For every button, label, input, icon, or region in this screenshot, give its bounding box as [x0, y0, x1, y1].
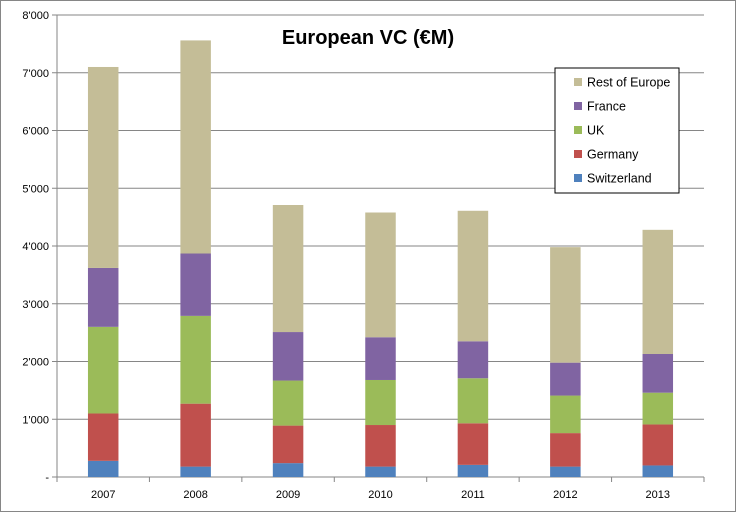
- bar-rest-of-europe-2007: [87, 66, 119, 268]
- y-tick-label: 2'000: [22, 357, 49, 369]
- bar-rest-of-europe-2008: [180, 40, 211, 254]
- legend-label-rest-of-europe: Rest of Europe: [587, 76, 670, 90]
- legend-label-france: France: [587, 100, 626, 114]
- legend-label-switzerland: Switzerland: [587, 172, 652, 186]
- y-tick-label: 6'000: [22, 126, 49, 138]
- bar-germany-2008: [180, 403, 211, 467]
- bar-france-2011: [457, 341, 489, 379]
- bar-uk-2012: [550, 395, 581, 434]
- bar-france-2010: [365, 337, 396, 380]
- legend-swatch-rest-of-europe: [574, 78, 582, 86]
- legend-swatch-france: [574, 102, 582, 110]
- bar-france-2009: [272, 332, 304, 381]
- bar-switzerland-2011: [457, 464, 489, 477]
- legend: Rest of Europe France UK Germany Switzerland: [554, 67, 680, 194]
- y-tick-label: 5'000: [22, 183, 49, 195]
- legend-swatch-switzerland: [574, 174, 582, 182]
- bar-uk-2010: [365, 379, 396, 426]
- legend-label-uk: UK: [587, 124, 605, 138]
- chart-title: European VC (€M): [282, 27, 454, 49]
- bar-france-2008: [180, 253, 211, 316]
- x-tick-label: 2009: [276, 489, 300, 501]
- bar-switzerland-2012: [550, 466, 581, 477]
- bar-uk-2011: [457, 378, 489, 424]
- bar-uk-2007: [87, 326, 119, 414]
- bar-uk-2008: [180, 315, 211, 404]
- bar-germany-2013: [642, 424, 674, 466]
- bar-rest-of-europe-2009: [272, 204, 304, 333]
- y-tick-label: 7'000: [22, 68, 49, 80]
- bar-uk-2013: [642, 392, 674, 425]
- bar-germany-2009: [272, 425, 304, 464]
- bar-germany-2007: [87, 413, 119, 461]
- bar-switzerland-2013: [642, 465, 674, 477]
- bar-switzerland-2008: [180, 466, 211, 477]
- y-tick-label: -: [45, 472, 49, 484]
- bar-rest-of-europe-2010: [365, 212, 396, 338]
- bar-rest-of-europe-2012: [550, 247, 581, 363]
- bar-rest-of-europe-2011: [457, 210, 489, 342]
- bar-germany-2011: [457, 423, 489, 465]
- x-tick-label: 2013: [646, 489, 670, 501]
- legend-label-germany: Germany: [587, 148, 639, 162]
- bars: [87, 40, 674, 477]
- legend-swatch-germany: [574, 150, 582, 158]
- y-tick-label: 8'000: [22, 10, 49, 22]
- bar-switzerland-2010: [365, 466, 396, 477]
- bar-switzerland-2007: [87, 460, 119, 477]
- legend-swatch-uk: [574, 126, 582, 134]
- x-tick-label: 2008: [183, 489, 207, 501]
- bar-france-2013: [642, 353, 674, 393]
- bar-germany-2010: [365, 425, 396, 467]
- bar-france-2012: [550, 362, 581, 396]
- tick-labels: - 1'000 2'000 3'000 4'000 5'000 6'000 7'000 8'00…: [22, 10, 670, 501]
- bar-uk-2009: [272, 380, 304, 426]
- bar-germany-2012: [550, 433, 581, 467]
- bar-switzerland-2009: [272, 463, 304, 477]
- bar-rest-of-europe-2013: [642, 229, 674, 354]
- y-tick-label: 1'000: [22, 414, 49, 426]
- x-tick-label: 2011: [461, 489, 485, 501]
- y-tick-label: 4'000: [22, 241, 49, 253]
- x-tick-label: 2012: [553, 489, 577, 501]
- y-tick-label: 3'000: [22, 299, 49, 311]
- bar-france-2007: [87, 267, 119, 327]
- x-tick-label: 2010: [368, 489, 392, 501]
- x-tick-label: 2007: [91, 489, 115, 501]
